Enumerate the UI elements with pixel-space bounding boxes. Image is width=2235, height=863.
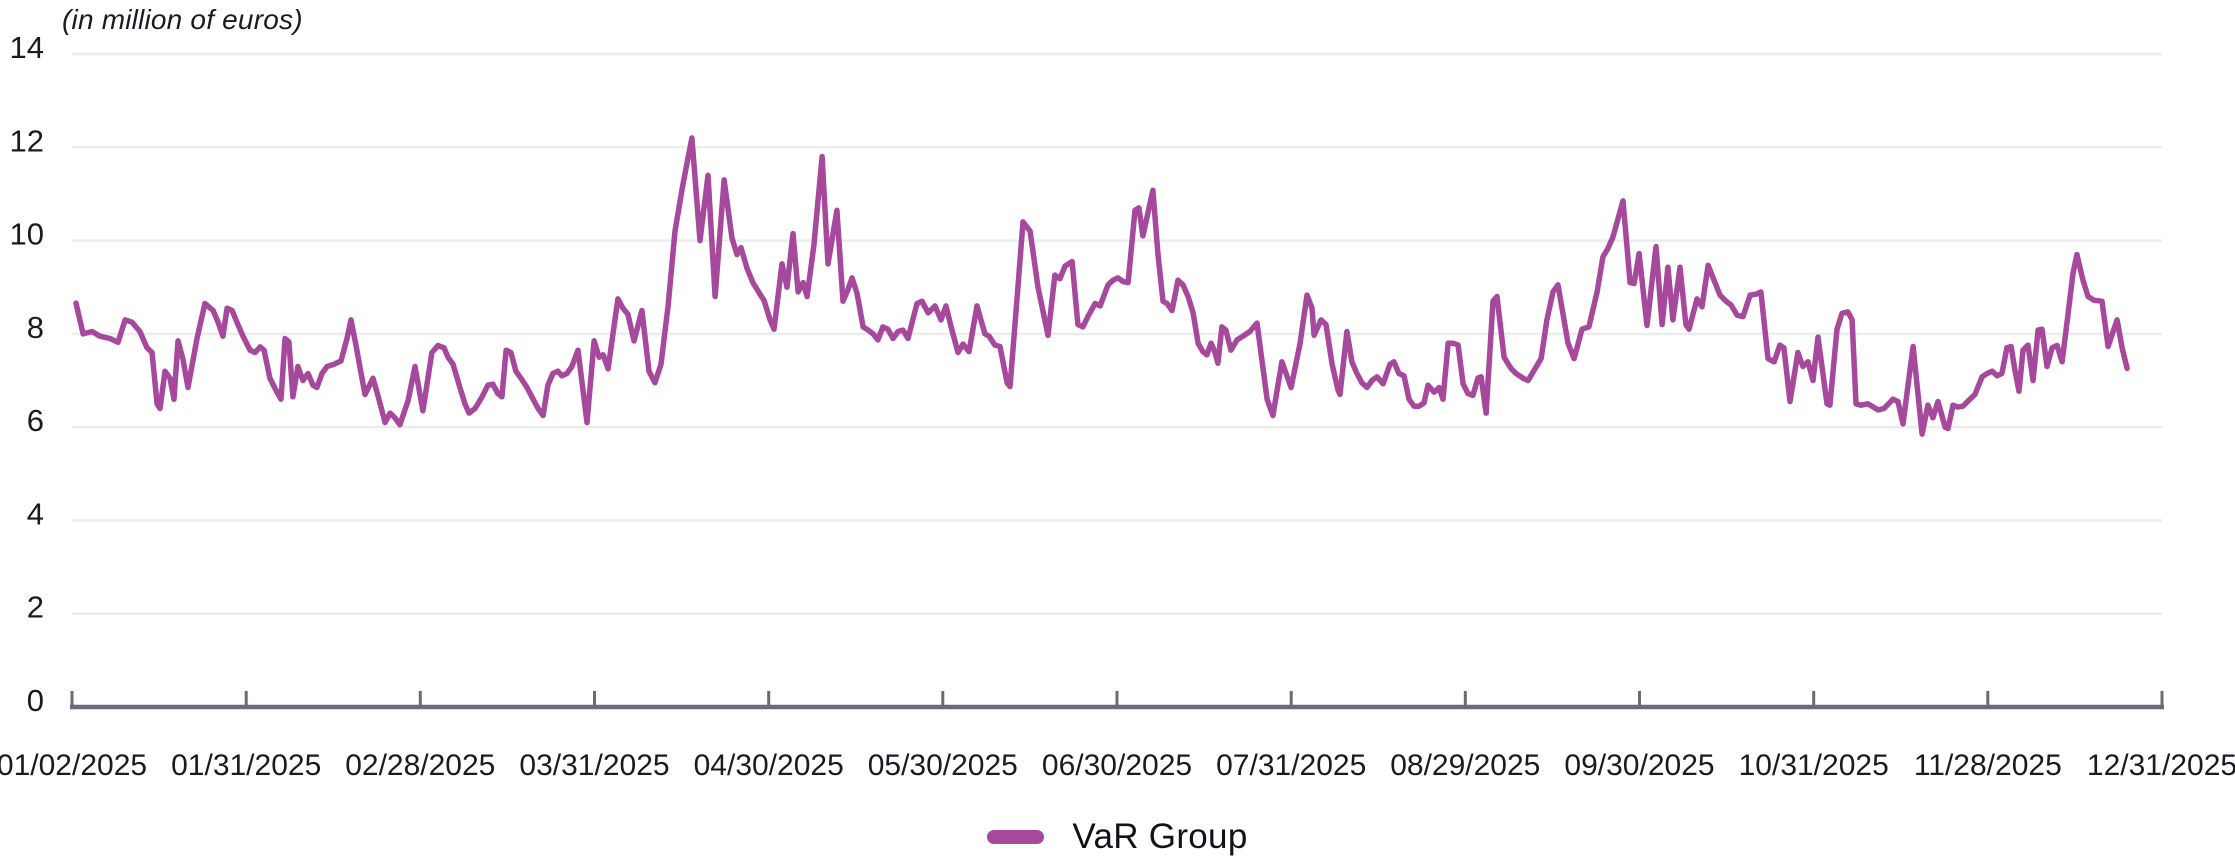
x-tick-label: 06/30/2025: [1042, 749, 1192, 782]
x-tick-label: 10/31/2025: [1739, 749, 1889, 782]
legend-item-var-group: VaR Group: [987, 817, 1247, 857]
y-tick-label: 4: [27, 496, 44, 531]
y-tick-label: 12: [10, 123, 44, 158]
y-tick-label: 6: [27, 403, 44, 438]
var-group-line: [73, 135, 2130, 437]
y-tick-label: 8: [27, 310, 44, 345]
x-tick-label: 07/31/2025: [1216, 749, 1366, 782]
var-group-line-swatch: [987, 830, 1045, 844]
x-tick-label: 01/31/2025: [171, 749, 321, 782]
chart-title: (in million of euros): [62, 4, 303, 35]
x-tick-label: 12/31/2025: [2087, 749, 2235, 782]
y-tick-label: 0: [27, 683, 44, 718]
y-tick-label: 14: [10, 30, 44, 65]
x-tick-label: 11/28/2025: [1914, 749, 2062, 782]
x-tick-label: 02/28/2025: [345, 749, 495, 782]
x-tick-label: 09/30/2025: [1564, 749, 1714, 782]
x-tick-label: 03/31/2025: [519, 749, 669, 782]
y-tick-label: 10: [10, 217, 44, 252]
x-tick-label: 04/30/2025: [694, 749, 844, 782]
legend-label: VaR Group: [1072, 817, 1248, 856]
x-tick-label: 08/29/2025: [1390, 749, 1540, 782]
y-tick-label: 2: [27, 590, 44, 625]
x-tick-label: 01/02/2025: [0, 749, 147, 782]
chart-legend: VaR Group: [0, 812, 2235, 862]
x-tick-label: 05/30/2025: [868, 749, 1018, 782]
